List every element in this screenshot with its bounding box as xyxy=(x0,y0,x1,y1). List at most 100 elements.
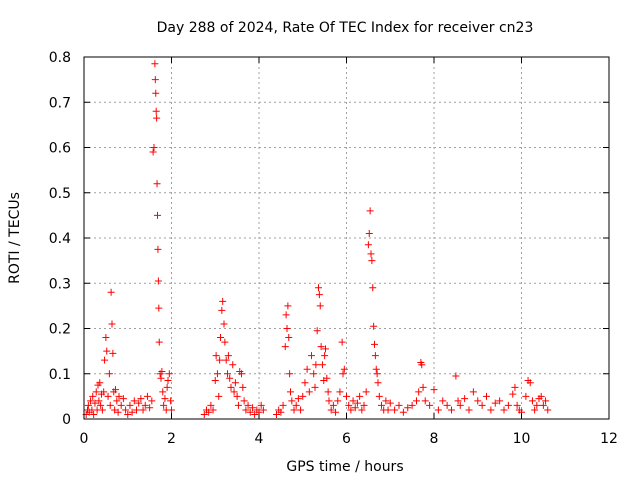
data-point xyxy=(281,343,289,351)
data-point xyxy=(114,408,122,416)
data-point xyxy=(353,399,361,407)
data-point xyxy=(317,343,325,351)
data-point xyxy=(478,401,486,409)
x-axis: 0 2 4 6 8 10 12 xyxy=(80,57,618,447)
data-point xyxy=(305,388,313,396)
data-point xyxy=(513,401,521,409)
y-tick-label: 0.8 xyxy=(49,50,71,66)
data-point xyxy=(456,401,464,409)
data-point xyxy=(165,370,173,378)
data-point xyxy=(207,401,215,409)
data-point xyxy=(224,352,232,360)
data-point xyxy=(395,401,403,409)
data-point xyxy=(369,284,377,292)
data-point xyxy=(101,356,109,364)
data-point xyxy=(130,397,138,405)
data-point xyxy=(375,392,383,400)
data-point xyxy=(294,395,302,403)
data-point xyxy=(109,349,117,357)
data-point xyxy=(303,365,311,373)
data-point xyxy=(98,406,106,414)
data-point xyxy=(426,401,434,409)
x-tick-label: 8 xyxy=(430,431,439,447)
y-tick-label: 0 xyxy=(62,412,71,428)
data-point xyxy=(153,114,161,122)
data-point xyxy=(122,406,130,414)
data-point xyxy=(133,406,140,414)
data-point xyxy=(137,395,145,403)
data-point xyxy=(285,334,293,342)
data-point xyxy=(418,361,426,369)
data-point xyxy=(327,406,335,414)
data-point xyxy=(312,361,320,369)
data-point xyxy=(159,388,167,396)
y-tick-label: 0.2 xyxy=(49,322,71,338)
data-point xyxy=(347,406,355,414)
data-point xyxy=(154,277,162,285)
data-point xyxy=(87,397,95,405)
data-point xyxy=(483,392,490,400)
data-point xyxy=(533,401,541,409)
data-point xyxy=(528,397,536,405)
data-point xyxy=(257,401,265,409)
data-point xyxy=(509,390,517,398)
data-point xyxy=(164,377,172,385)
data-point xyxy=(474,397,482,405)
data-point xyxy=(308,352,315,360)
data-point xyxy=(287,388,294,396)
data-point xyxy=(526,379,534,387)
y-tick-label: 0.5 xyxy=(49,186,71,202)
data-point xyxy=(504,401,512,409)
data-point xyxy=(434,406,442,414)
data-point xyxy=(365,229,373,237)
data-point xyxy=(537,392,545,400)
data-point xyxy=(158,367,166,375)
data-point xyxy=(283,325,291,332)
data-point xyxy=(128,408,136,416)
data-point xyxy=(246,408,254,416)
data-point xyxy=(151,60,159,68)
data-point xyxy=(522,392,530,400)
data-point xyxy=(273,410,280,418)
data-point xyxy=(135,399,143,407)
data-point xyxy=(371,352,379,360)
data-point xyxy=(345,401,353,409)
data-point xyxy=(279,401,287,409)
data-point xyxy=(373,370,381,378)
data-point xyxy=(349,397,357,405)
data-point xyxy=(487,406,495,414)
data-point xyxy=(465,406,473,414)
data-point xyxy=(124,410,132,418)
data-point xyxy=(230,388,238,396)
data-point xyxy=(371,340,378,348)
data-point xyxy=(374,379,382,387)
data-point xyxy=(491,399,499,407)
data-point xyxy=(233,392,241,400)
data-point xyxy=(218,306,226,314)
x-tick-label: 6 xyxy=(342,431,351,447)
data-point xyxy=(141,401,149,409)
data-point xyxy=(224,370,231,378)
data-point xyxy=(439,397,447,405)
data-point xyxy=(284,302,292,310)
data-point xyxy=(148,397,156,405)
data-point xyxy=(108,320,116,328)
x-tick-label: 4 xyxy=(255,431,264,447)
data-point xyxy=(154,245,162,253)
data-point xyxy=(205,408,213,416)
chart-title: Day 288 of 2024, Rate Of TEC Index for r… xyxy=(157,20,534,36)
x-tick-label: 2 xyxy=(167,431,176,447)
data-point xyxy=(277,408,285,416)
data-point xyxy=(315,284,322,292)
data-point xyxy=(112,386,119,394)
data-point xyxy=(315,291,323,299)
data-point xyxy=(157,374,165,382)
data-point xyxy=(229,361,237,369)
data-point xyxy=(372,365,380,373)
data-point xyxy=(89,392,97,400)
grid-lines xyxy=(84,57,609,419)
data-point xyxy=(322,345,329,353)
data-point xyxy=(155,338,163,346)
data-point xyxy=(461,395,469,403)
data-point xyxy=(152,89,160,97)
